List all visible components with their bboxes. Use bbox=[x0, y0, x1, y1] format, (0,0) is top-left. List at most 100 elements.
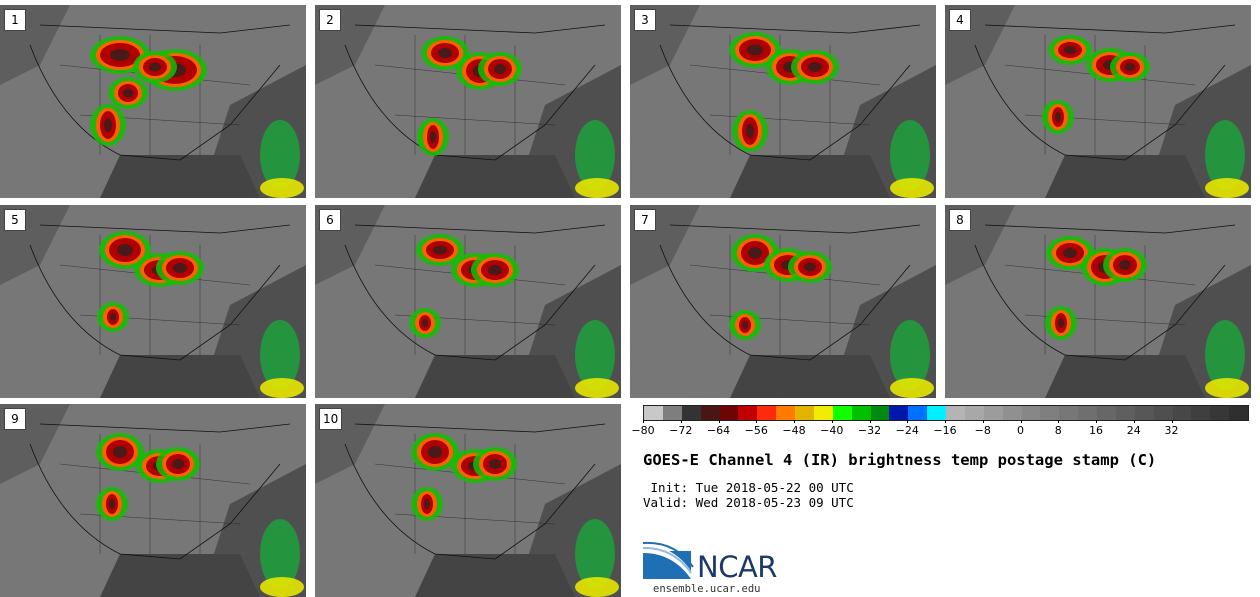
colorbar-swatch bbox=[946, 406, 965, 420]
atlantic-cloud bbox=[260, 519, 300, 589]
colorbar-tick-mark bbox=[1058, 420, 1060, 423]
cloud-top bbox=[428, 446, 442, 458]
cloud-top bbox=[808, 62, 822, 72]
coastline bbox=[344, 244, 596, 361]
colorbar-tick-mark bbox=[1096, 420, 1097, 423]
ir-brightness-map bbox=[315, 205, 621, 398]
ensemble-member-panel: 8 bbox=[945, 205, 1251, 398]
colorbar-tick-mark bbox=[982, 420, 984, 423]
cloud-top bbox=[149, 62, 161, 72]
colorbar-swatch bbox=[889, 406, 909, 420]
border-line bbox=[354, 423, 606, 433]
colorbar-tick-label: −56 bbox=[744, 424, 768, 437]
colorbar-swatch bbox=[1097, 406, 1116, 420]
colorbar-tick-label: 32 bbox=[1164, 424, 1179, 437]
border-line bbox=[984, 24, 1236, 34]
cloud-top bbox=[489, 459, 501, 469]
border-line bbox=[354, 24, 606, 34]
border-line bbox=[39, 24, 291, 34]
colorbar-swatch bbox=[1172, 406, 1192, 420]
colorbar-swatch bbox=[964, 406, 984, 420]
colorbar-swatch bbox=[1191, 406, 1211, 420]
gulf-region bbox=[100, 155, 260, 198]
cloud-top bbox=[117, 244, 133, 256]
cloud-top bbox=[748, 247, 762, 259]
cloud-top bbox=[1058, 318, 1064, 328]
cloud-top bbox=[494, 64, 506, 74]
colorbar-tick-label: −32 bbox=[857, 424, 882, 437]
border-line bbox=[39, 423, 291, 433]
colorbar-tick-label: −64 bbox=[706, 424, 731, 437]
cloud-top bbox=[1063, 248, 1077, 258]
atlantic-cloud-core bbox=[260, 577, 304, 597]
colorbar-tick-label: 16 bbox=[1089, 424, 1103, 437]
coastline bbox=[659, 44, 911, 161]
atlantic-cloud bbox=[575, 120, 615, 190]
ensemble-member-panel: 7 bbox=[630, 205, 936, 398]
colorbar-swatch bbox=[983, 406, 1003, 420]
ensemble-member-panel: 2 bbox=[315, 5, 621, 198]
colorbar-swatch bbox=[832, 406, 852, 420]
cloud-top bbox=[488, 265, 502, 275]
member-number: 6 bbox=[319, 209, 341, 231]
ensemble-member-panel: 3 bbox=[630, 5, 936, 198]
colorbar-tick-label: −24 bbox=[895, 424, 919, 437]
cloud-top bbox=[804, 262, 816, 272]
atlantic-cloud-core bbox=[260, 378, 304, 398]
valid-time: Valid: Wed 2018-05-23 09 UTC bbox=[643, 495, 854, 510]
atlantic-cloud-core bbox=[890, 378, 934, 398]
cloud-top bbox=[438, 48, 452, 58]
cloud-top bbox=[430, 131, 436, 143]
atlantic-cloud-core bbox=[890, 178, 934, 198]
atlantic-cloud bbox=[890, 120, 930, 190]
colorbar-tick-label: 8 bbox=[1054, 424, 1062, 437]
ir-brightness-map bbox=[0, 5, 306, 198]
ir-brightness-map bbox=[315, 5, 621, 198]
cloud-top bbox=[110, 49, 130, 61]
colorbar-tick-label: −8 bbox=[974, 424, 991, 437]
gulf-region bbox=[730, 155, 890, 198]
colorbar-swatch bbox=[1059, 406, 1079, 420]
colorbar-tick-label: 0 bbox=[1017, 424, 1024, 437]
colorbar-tick-label: −48 bbox=[782, 424, 806, 437]
colorbar-swatch bbox=[870, 406, 890, 420]
colorbar-swatch bbox=[776, 406, 795, 420]
coastline bbox=[974, 244, 1226, 361]
cloud-top bbox=[742, 321, 748, 329]
gulf-region bbox=[1045, 355, 1205, 398]
coastline bbox=[659, 244, 911, 361]
ir-brightness-map bbox=[315, 404, 621, 597]
colorbar-swatch bbox=[644, 406, 663, 420]
gulf-region bbox=[415, 355, 575, 398]
colorbar-tick-mark bbox=[718, 420, 720, 423]
colorbar-tick-mark bbox=[794, 420, 795, 423]
atlantic-cloud-core bbox=[1205, 178, 1249, 198]
colorbar-swatch bbox=[908, 406, 928, 420]
colorbar-tick-mark bbox=[756, 420, 758, 423]
cloud-top bbox=[104, 118, 112, 132]
ncar-logo-text: NCAR bbox=[697, 550, 777, 584]
ir-brightness-map bbox=[0, 404, 306, 597]
atlantic-cloud bbox=[260, 120, 300, 190]
ir-brightness-map bbox=[630, 205, 936, 398]
website-url: ensemble.ucar.edu bbox=[653, 583, 761, 595]
border-line bbox=[669, 24, 921, 34]
colorbar-tick-label: −40 bbox=[820, 424, 844, 437]
member-number: 2 bbox=[319, 9, 341, 31]
coastline bbox=[29, 443, 281, 560]
colorbar-swatch bbox=[719, 406, 739, 420]
ensemble-member-panel: 6 bbox=[315, 205, 621, 398]
colorbar-tick-mark bbox=[1133, 420, 1135, 423]
gulf-region bbox=[415, 554, 575, 597]
ir-brightness-map bbox=[0, 205, 306, 398]
cloud-top bbox=[110, 313, 116, 321]
atlantic-cloud-core bbox=[260, 178, 304, 198]
colorbar-swatch bbox=[1229, 406, 1248, 420]
colorbar-swatch bbox=[927, 406, 946, 420]
gulf-region bbox=[100, 355, 260, 398]
cloud-top bbox=[113, 446, 127, 458]
colorbar-tick-label: −72 bbox=[669, 424, 693, 437]
ensemble-member-panel: 9 bbox=[0, 404, 306, 597]
cloud-top bbox=[747, 44, 763, 56]
ncar-logo bbox=[643, 541, 694, 579]
